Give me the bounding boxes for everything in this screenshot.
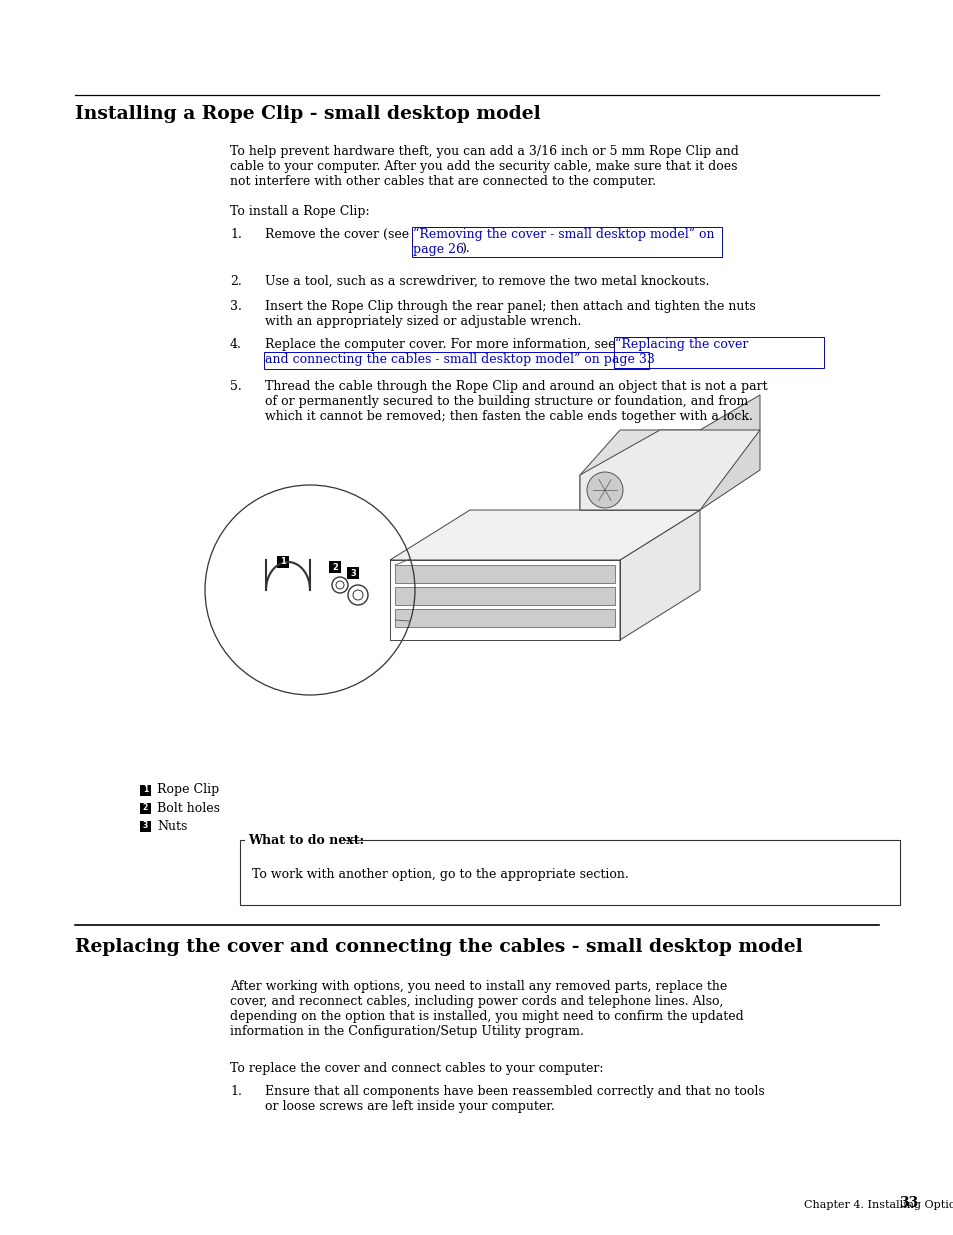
Text: To replace the cover and connect cables to your computer:: To replace the cover and connect cables …	[230, 1062, 603, 1074]
Text: 3: 3	[350, 568, 355, 578]
Text: and connecting the cables - small desktop model” on page 33: and connecting the cables - small deskto…	[265, 353, 654, 366]
Polygon shape	[619, 510, 700, 640]
Text: Replacing the cover and connecting the cables - small desktop model: Replacing the cover and connecting the c…	[75, 939, 801, 956]
Text: Remove the cover (see: Remove the cover (see	[265, 228, 413, 241]
Text: 1: 1	[143, 785, 148, 794]
Text: Insert the Rope Clip through the rear panel; then attach and tighten the nuts: Insert the Rope Clip through the rear pa…	[265, 300, 755, 312]
Text: 1: 1	[280, 557, 286, 567]
Text: depending on the option that is installed, you might need to confirm the updated: depending on the option that is installe…	[230, 1010, 743, 1023]
Text: 3: 3	[143, 821, 148, 830]
Text: 1.: 1.	[230, 228, 242, 241]
Text: ).: ).	[460, 243, 469, 256]
Text: Chapter 4. Installing Options: Chapter 4. Installing Options	[803, 1200, 953, 1210]
Bar	[245, 834, 345, 846]
Text: cable to your computer. After you add the security cable, make sure that it does: cable to your computer. After you add th…	[230, 161, 737, 173]
Polygon shape	[579, 430, 700, 510]
Text: of or permanently secured to the building structure or foundation, and from: of or permanently secured to the buildin…	[265, 395, 747, 408]
Bar	[240, 840, 899, 905]
Text: To help prevent hardware theft, you can add a 3/16 inch or 5 mm Rope Clip and: To help prevent hardware theft, you can …	[230, 144, 739, 158]
Text: 4.: 4.	[230, 338, 242, 351]
Text: 1.: 1.	[230, 1086, 242, 1098]
Text: 2: 2	[143, 804, 148, 813]
Text: 2.: 2.	[230, 275, 241, 288]
Text: Nuts: Nuts	[157, 820, 187, 832]
Polygon shape	[700, 395, 760, 510]
Text: Thread the cable through the Rope Clip and around an object that is not a part: Thread the cable through the Rope Clip a…	[265, 380, 767, 393]
Bar	[347, 567, 358, 579]
Bar	[395, 587, 615, 605]
Text: 5.: 5.	[230, 380, 241, 393]
Text: page 26: page 26	[413, 243, 463, 256]
Text: cover, and reconnect cables, including power cords and telephone lines. Also,: cover, and reconnect cables, including p…	[230, 995, 722, 1008]
Text: Ensure that all components have been reassembled correctly and that no tools: Ensure that all components have been rea…	[265, 1086, 764, 1098]
Bar	[140, 820, 151, 831]
Text: or loose screws are left inside your computer.: or loose screws are left inside your com…	[265, 1100, 554, 1113]
Text: Installing a Rope Clip - small desktop model: Installing a Rope Clip - small desktop m…	[75, 105, 540, 124]
Text: Replace the computer cover. For more information, see: Replace the computer cover. For more inf…	[265, 338, 618, 351]
Text: “Replacing the cover: “Replacing the cover	[615, 338, 747, 351]
Text: not interfere with other cables that are connected to the computer.: not interfere with other cables that are…	[230, 175, 656, 188]
Text: Bolt holes: Bolt holes	[157, 802, 220, 815]
Bar	[395, 609, 615, 627]
Text: which it cannot be removed; then fasten the cable ends together with a lock.: which it cannot be removed; then fasten …	[265, 410, 752, 424]
Text: 2: 2	[332, 562, 337, 572]
Bar	[395, 564, 615, 583]
Text: 33: 33	[898, 1195, 918, 1210]
Text: “Removing the cover - small desktop model” on: “Removing the cover - small desktop mode…	[413, 228, 714, 241]
Text: What to do next:: What to do next:	[248, 834, 364, 846]
Text: Rope Clip: Rope Clip	[157, 783, 219, 797]
Text: After working with options, you need to install any removed parts, replace the: After working with options, you need to …	[230, 981, 726, 993]
Text: with an appropriately sized or adjustable wrench.: with an appropriately sized or adjustabl…	[265, 315, 580, 329]
Bar	[276, 556, 289, 568]
Bar	[140, 803, 151, 814]
Bar	[329, 561, 340, 573]
Polygon shape	[390, 510, 700, 559]
Bar	[140, 784, 151, 795]
Text: To install a Rope Clip:: To install a Rope Clip:	[230, 205, 369, 219]
Circle shape	[586, 472, 622, 508]
Polygon shape	[579, 430, 760, 510]
Text: To work with another option, go to the appropriate section.: To work with another option, go to the a…	[252, 868, 628, 881]
Text: Use a tool, such as a screwdriver, to remove the two metal knockouts.: Use a tool, such as a screwdriver, to re…	[265, 275, 709, 288]
Text: 3.: 3.	[230, 300, 242, 312]
Text: information in the Configuration/Setup Utility program.: information in the Configuration/Setup U…	[230, 1025, 583, 1037]
